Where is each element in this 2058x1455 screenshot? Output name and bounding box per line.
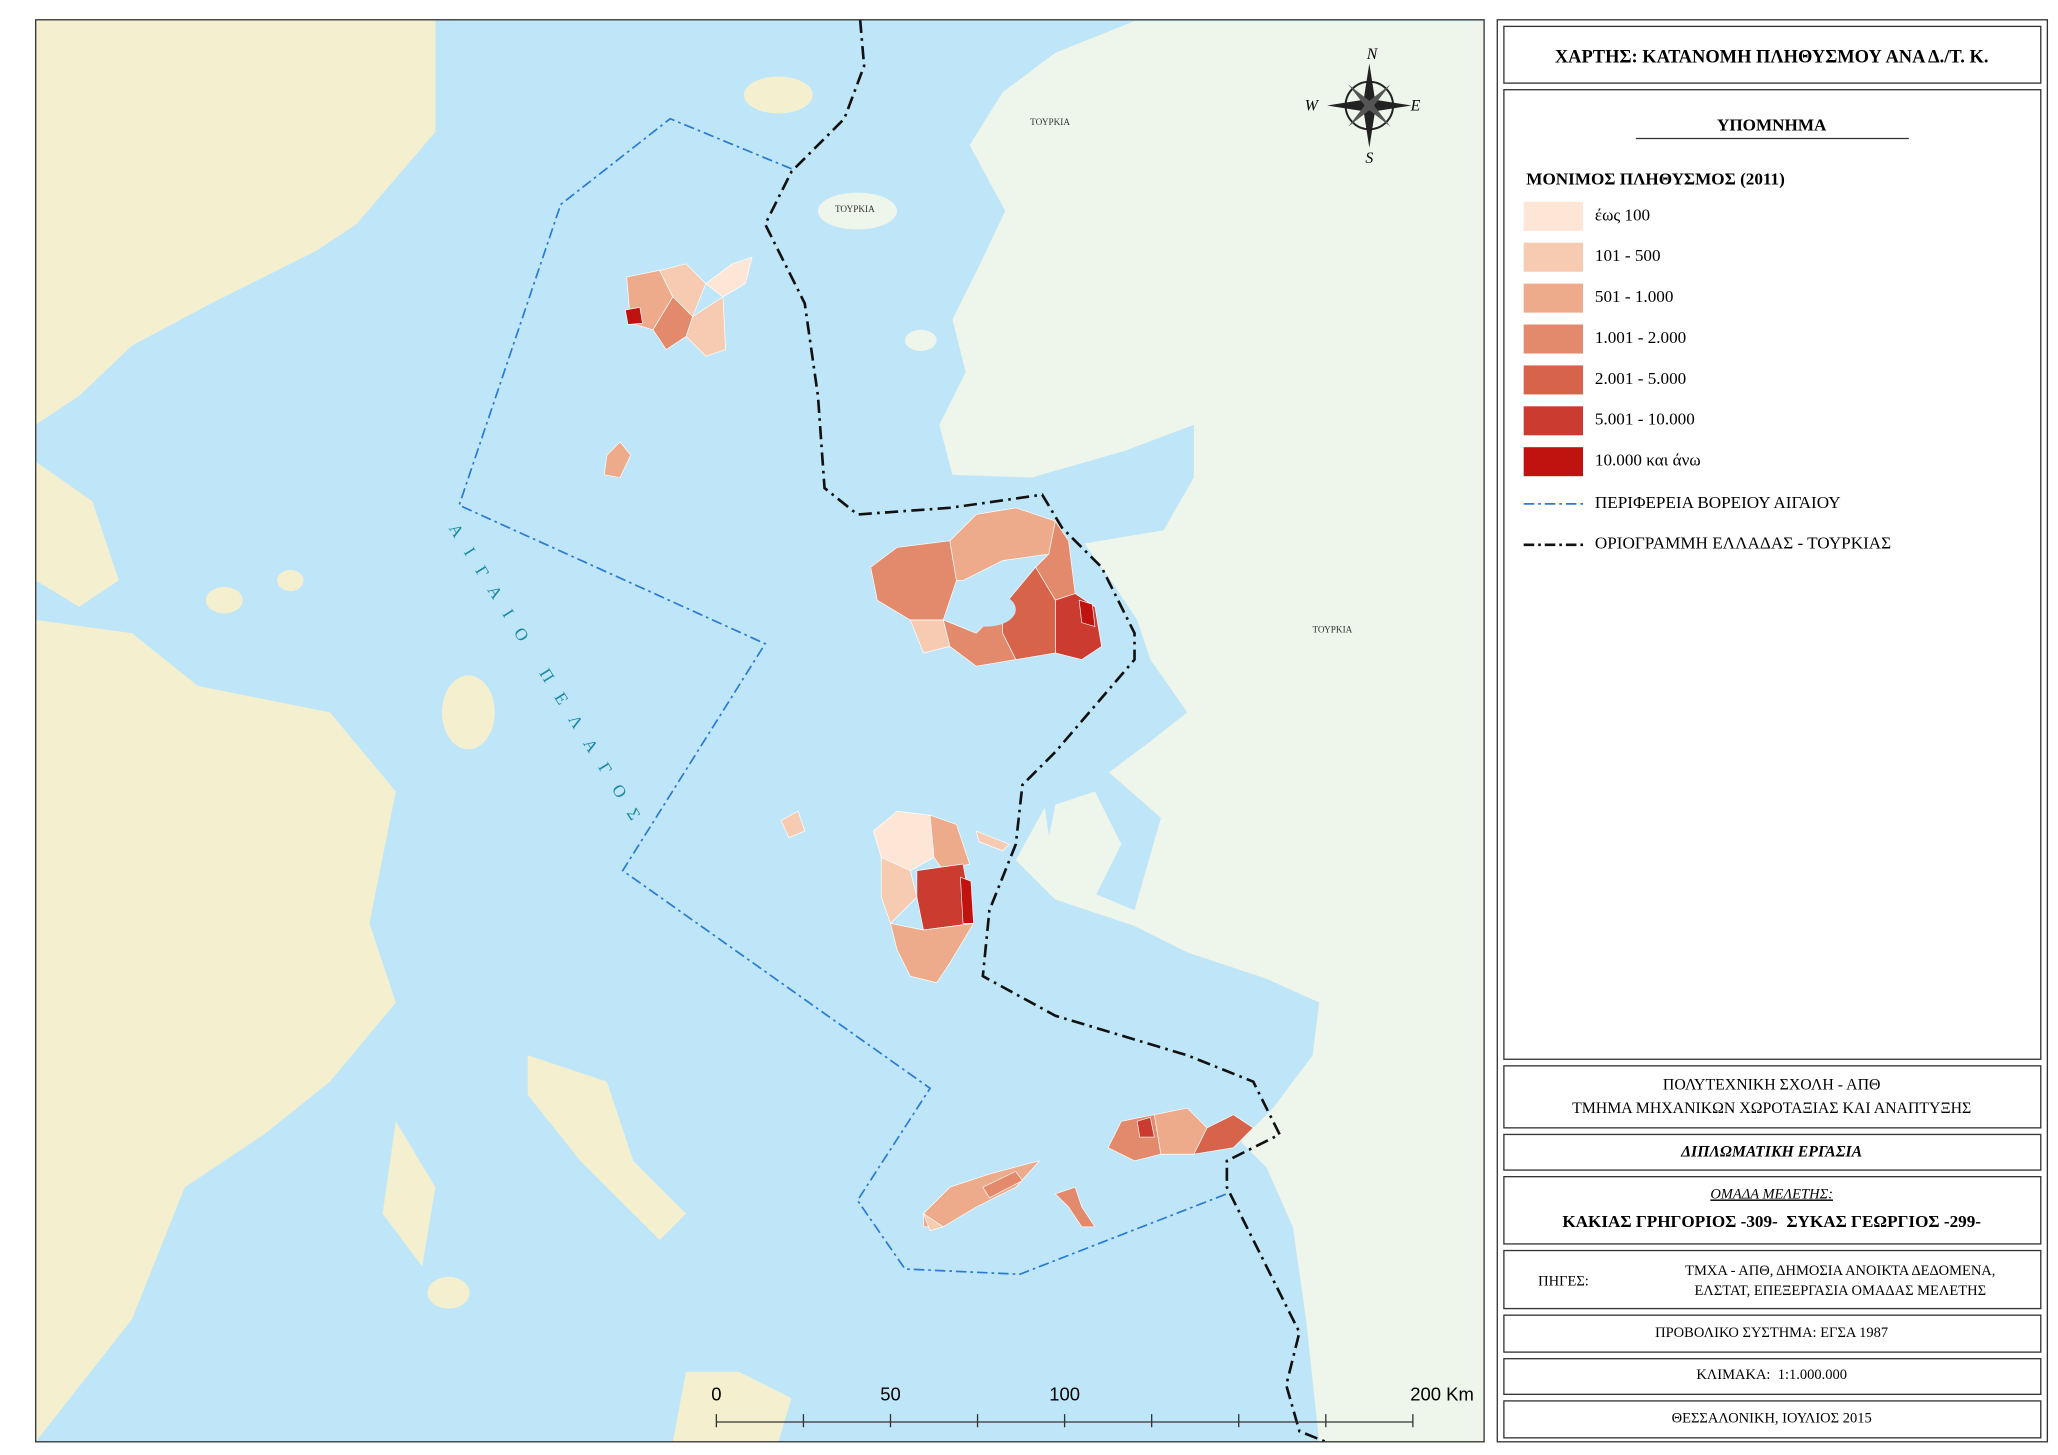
legend-swatch (1523, 283, 1584, 313)
sources-label: ΠΗΓΕΣ: (1538, 1274, 1589, 1290)
municipality (780, 810, 806, 839)
municipality (652, 296, 693, 351)
legend: έως 100 101 - 500 501 - 1.000 1.001 - 2.000… (1523, 201, 1891, 553)
legend-swatch (1523, 365, 1584, 395)
municipality (624, 306, 643, 325)
map-border (35, 19, 1485, 1443)
map-frame: ΤΟΥΡΚΙΑ ΤΟΥΡΚΙΑ ΤΟΥΡΚΙΑ ΑΙΓΑΙΟ ΠΕΛΑΓΟΣ N… (35, 19, 1485, 1442)
legend-label: 10.000 και άνω (1595, 451, 1701, 470)
legend-swatch (1523, 242, 1584, 272)
municipality (982, 1170, 1023, 1199)
compass-letter: E (1410, 97, 1421, 114)
scale-label: 0 (711, 1384, 721, 1405)
compass-letter: N (1366, 46, 1379, 63)
island-limnos (603, 256, 753, 478)
municipality (603, 441, 632, 478)
compass-rose: N E S W (1305, 46, 1421, 167)
legend-heading: ΥΠΟΜΝΗΜΑ (1717, 116, 1827, 135)
legend-label: έως 100 (1595, 205, 1650, 224)
legend-subtitle: ΜΟΝΙΜΟΣ ΠΛΗΘΥΣΜΟΣ (2011) (1526, 170, 1785, 189)
projection: ΠΡΟΒΟΛΙΚΟ ΣΥΣΤΗΜΑ: ΕΓΣΑ 1987 (1655, 1325, 1888, 1341)
scale-label: 100 (1049, 1384, 1080, 1405)
national-border (763, 19, 1327, 1442)
place-date: ΘΕΣΣΑΛΟΝΙΚΗ, ΙΟΥΛΙΟΣ 2015 (1672, 1411, 1872, 1427)
legend-swatch (1523, 201, 1584, 231)
island-samos-ikaria (922, 1107, 1254, 1232)
country-label: ΤΟΥΡΚΙΑ (835, 204, 875, 214)
institution: ΤΜΗΜΑ ΜΗΧΑΝΙΚΩΝ ΧΩΡΟΤΑΞΙΑΣ ΚΑΙ ΑΝΑΠΤΥΞΗΣ (1572, 1100, 1971, 1117)
team: ΚΑΚΙΑΣ ΓΡΗΓΟΡΙΟΣ -309- ΣΥΚΑΣ ΓΕΩΡΓΙΟΣ -2… (1562, 1212, 1981, 1231)
municipality (1136, 1116, 1155, 1138)
municipality (922, 1212, 945, 1232)
legend-swatch (1523, 406, 1584, 436)
compass-letter: W (1305, 97, 1320, 114)
country-label: ΤΟΥΡΚΙΑ (1030, 117, 1070, 127)
municipality (909, 619, 951, 654)
institution: ΠΟΛΥΤΕΧΝΙΚΗ ΣΧΟΛΗ - ΑΠΘ (1663, 1076, 1881, 1093)
sources: ΤΜΧΑ - ΑΠΘ, ΔΗΜΟΣΙΑ ΑΝΟΙΚΤΑ ΔΕΔΟΜΕΝΑ, (1685, 1263, 1995, 1279)
municipality (960, 876, 974, 924)
legend-label: 2.001 - 5.000 (1595, 369, 1686, 388)
municipality (880, 856, 918, 924)
municipality (975, 830, 1010, 852)
island-lesvos (870, 507, 1102, 667)
scale-label: 200 Km (1410, 1384, 1474, 1405)
legend-label: ΠΕΡΙΦΕΡΕΙΑ ΒΟΡΕΙΟΥ ΑΙΓΑΙΟΥ (1595, 493, 1841, 512)
legend-label: 101 - 500 (1595, 246, 1661, 265)
municipality (659, 263, 707, 318)
legend-label: 5.001 - 10.000 (1595, 410, 1695, 429)
thesis: ΔΙΠΛΩΜΑΤΙΚΗ ΕΡΓΑΣΙΑ (1680, 1144, 1862, 1161)
scale-label: 50 (880, 1384, 901, 1405)
legend-swatch (1523, 324, 1584, 354)
team-heading: ΟΜΑΔΑ ΜΕΛΕΤΗΣ: (1710, 1186, 1833, 1202)
country-label: ΤΟΥΡΚΙΑ (1312, 625, 1352, 635)
scale-bar: 0 50 100 200 Km (711, 1384, 1474, 1428)
legend-label: 1.001 - 2.000 (1595, 328, 1686, 347)
municipality (1078, 599, 1096, 628)
legend-swatch (1523, 447, 1584, 477)
island-chios (780, 810, 1010, 984)
compass-letter: S (1365, 150, 1373, 167)
municipality (890, 922, 975, 984)
municipality (870, 540, 957, 621)
legend-label: ΟΡΙΟΓΡΑΜΜΗ ΕΛΛΑΔΑΣ - ΤΟΥΡΚΙΑΣ (1595, 534, 1891, 553)
map-title: ΧΑΡΤΗΣ: ΚΑΤΑΝΟΜΗ ΠΛΗΘΥΣΜΟΥ ΑΝΑ Δ./Τ. Κ. (1555, 46, 1989, 66)
municipality (1193, 1114, 1254, 1155)
region-boundary (458, 117, 1228, 1276)
scale-text: ΚΛΙΜΑΚΑ: 1:1.000.000 (1696, 1367, 1847, 1383)
municipality (705, 256, 753, 298)
legend-label: 501 - 1.000 (1595, 287, 1673, 306)
municipality (1054, 1186, 1096, 1228)
sources: ΕΛΣΤΑΤ, ΕΠΕΞΕΡΓΑΣΙΑ ΟΜΑΔΑΣ ΜΕΛΕΤΗΣ (1694, 1283, 1986, 1299)
